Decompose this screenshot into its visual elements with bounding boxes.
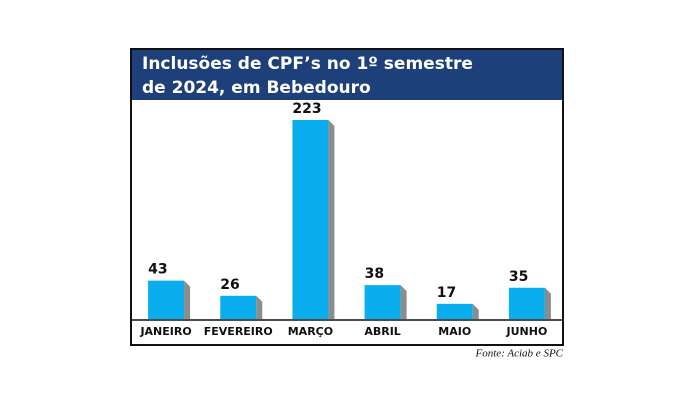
bar [220,295,257,319]
x-tick-label: JUNHO [506,325,548,338]
value-label: 223 [292,101,321,117]
x-tick-label: FEVEREIRO [204,325,273,338]
chart-title: Inclusões de CPF’s no 1º semestre [142,54,473,74]
bar-shadow [328,120,335,319]
bar-shadow [184,280,191,319]
value-label: 38 [365,266,384,282]
chart-title: de 2024, em Bebedouro [142,78,371,98]
bar-shadow [400,285,407,319]
value-label: 43 [148,262,167,278]
bar-shadow [256,295,263,319]
value-label: 26 [220,277,239,293]
x-tick-label: ABRIL [364,325,400,338]
value-label: 35 [509,269,528,285]
x-tick-label: MARÇO [288,325,333,338]
source: Fonte: Aciab e SPC [475,348,564,360]
x-tick-label: JANEIRO [139,325,191,338]
bar [364,285,401,319]
bar [148,280,185,319]
x-tick-label: MAIO [438,325,471,338]
value-label: 17 [437,285,456,301]
bar-shadow [472,303,479,319]
bar [508,287,545,319]
bar-shadow [544,287,551,319]
title-bar [132,50,562,100]
bar [292,120,329,319]
bar [436,303,473,319]
